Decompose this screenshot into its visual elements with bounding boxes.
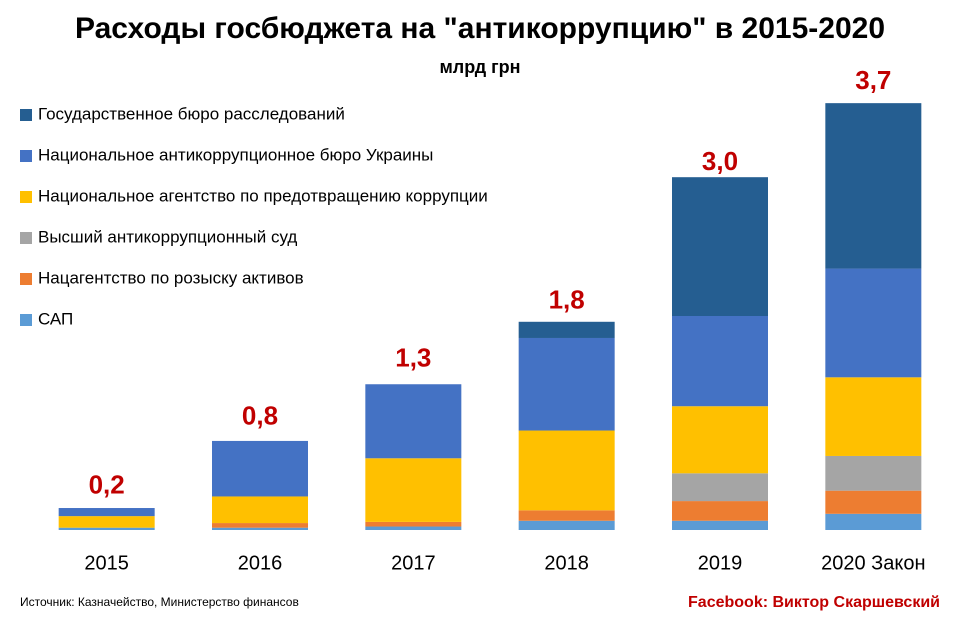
bar-segment [518,321,615,338]
bar-segment [672,177,768,316]
x-tick-label: 2015 [84,552,129,574]
x-tick-label: 2016 [238,552,283,574]
total-label: 3,0 [702,146,738,176]
total-label: 3,7 [855,65,891,95]
legend-swatch [20,191,32,203]
legend-swatch [20,232,32,244]
x-tick-label: 2019 [698,552,743,574]
total-label: 0,8 [242,400,278,430]
chart-title: Расходы госбюджета на "антикоррупцию" в … [75,12,885,45]
bar-segment [672,316,768,407]
legend-swatch [20,273,32,285]
source-note: Источник: Казначейство, Министерство фин… [20,595,299,609]
total-label: 1,3 [395,342,431,372]
bar-segment [825,455,922,491]
bar-segment [672,501,768,521]
bar-segment [365,384,462,459]
bar-segment [365,521,462,527]
bar-segment [518,337,615,431]
x-tick-label: 2020 Закон [821,552,925,574]
x-tick-label: 2018 [544,552,589,574]
bar-segment [825,268,922,378]
bar-segment [58,516,155,528]
total-label: 0,2 [89,470,125,500]
bar-segment [825,377,922,456]
bar-segment [212,440,308,497]
total-label: 1,8 [549,285,585,315]
legend-label: Национальное агентство по предотвращению… [38,186,488,205]
bar-segment [212,496,308,524]
bar-segment [672,520,768,530]
bar-segment [825,513,922,530]
x-tick-label: 2017 [391,552,436,574]
bar-segment [518,520,615,530]
bar-segment [672,406,768,474]
legend-label: САП [38,309,73,328]
bar-segment [58,527,155,530]
bar-segment [365,526,462,530]
bar-segment [518,510,615,521]
legend-label: Нацагентство по розыску активов [38,268,304,287]
legend-swatch [20,109,32,121]
legend-swatch [20,314,32,326]
bar-segment [212,527,308,530]
bar-segment [58,508,155,517]
bar-segment [212,523,308,528]
bar-segment [825,490,922,514]
bar-segment [825,103,922,269]
legend-label: Государственное бюро расследований [38,104,345,123]
legend-label: Национальное антикоррупционное бюро Укра… [38,145,433,164]
bar-segment [365,458,462,522]
credit: Facebook: Виктор Скаршевский [688,594,940,611]
legend-label: Высший антикоррупционный суд [38,227,297,246]
legend-swatch [20,150,32,162]
bar-segment [518,430,615,511]
bar-segment [672,473,768,502]
chart-subtitle: млрд грн [439,57,520,77]
